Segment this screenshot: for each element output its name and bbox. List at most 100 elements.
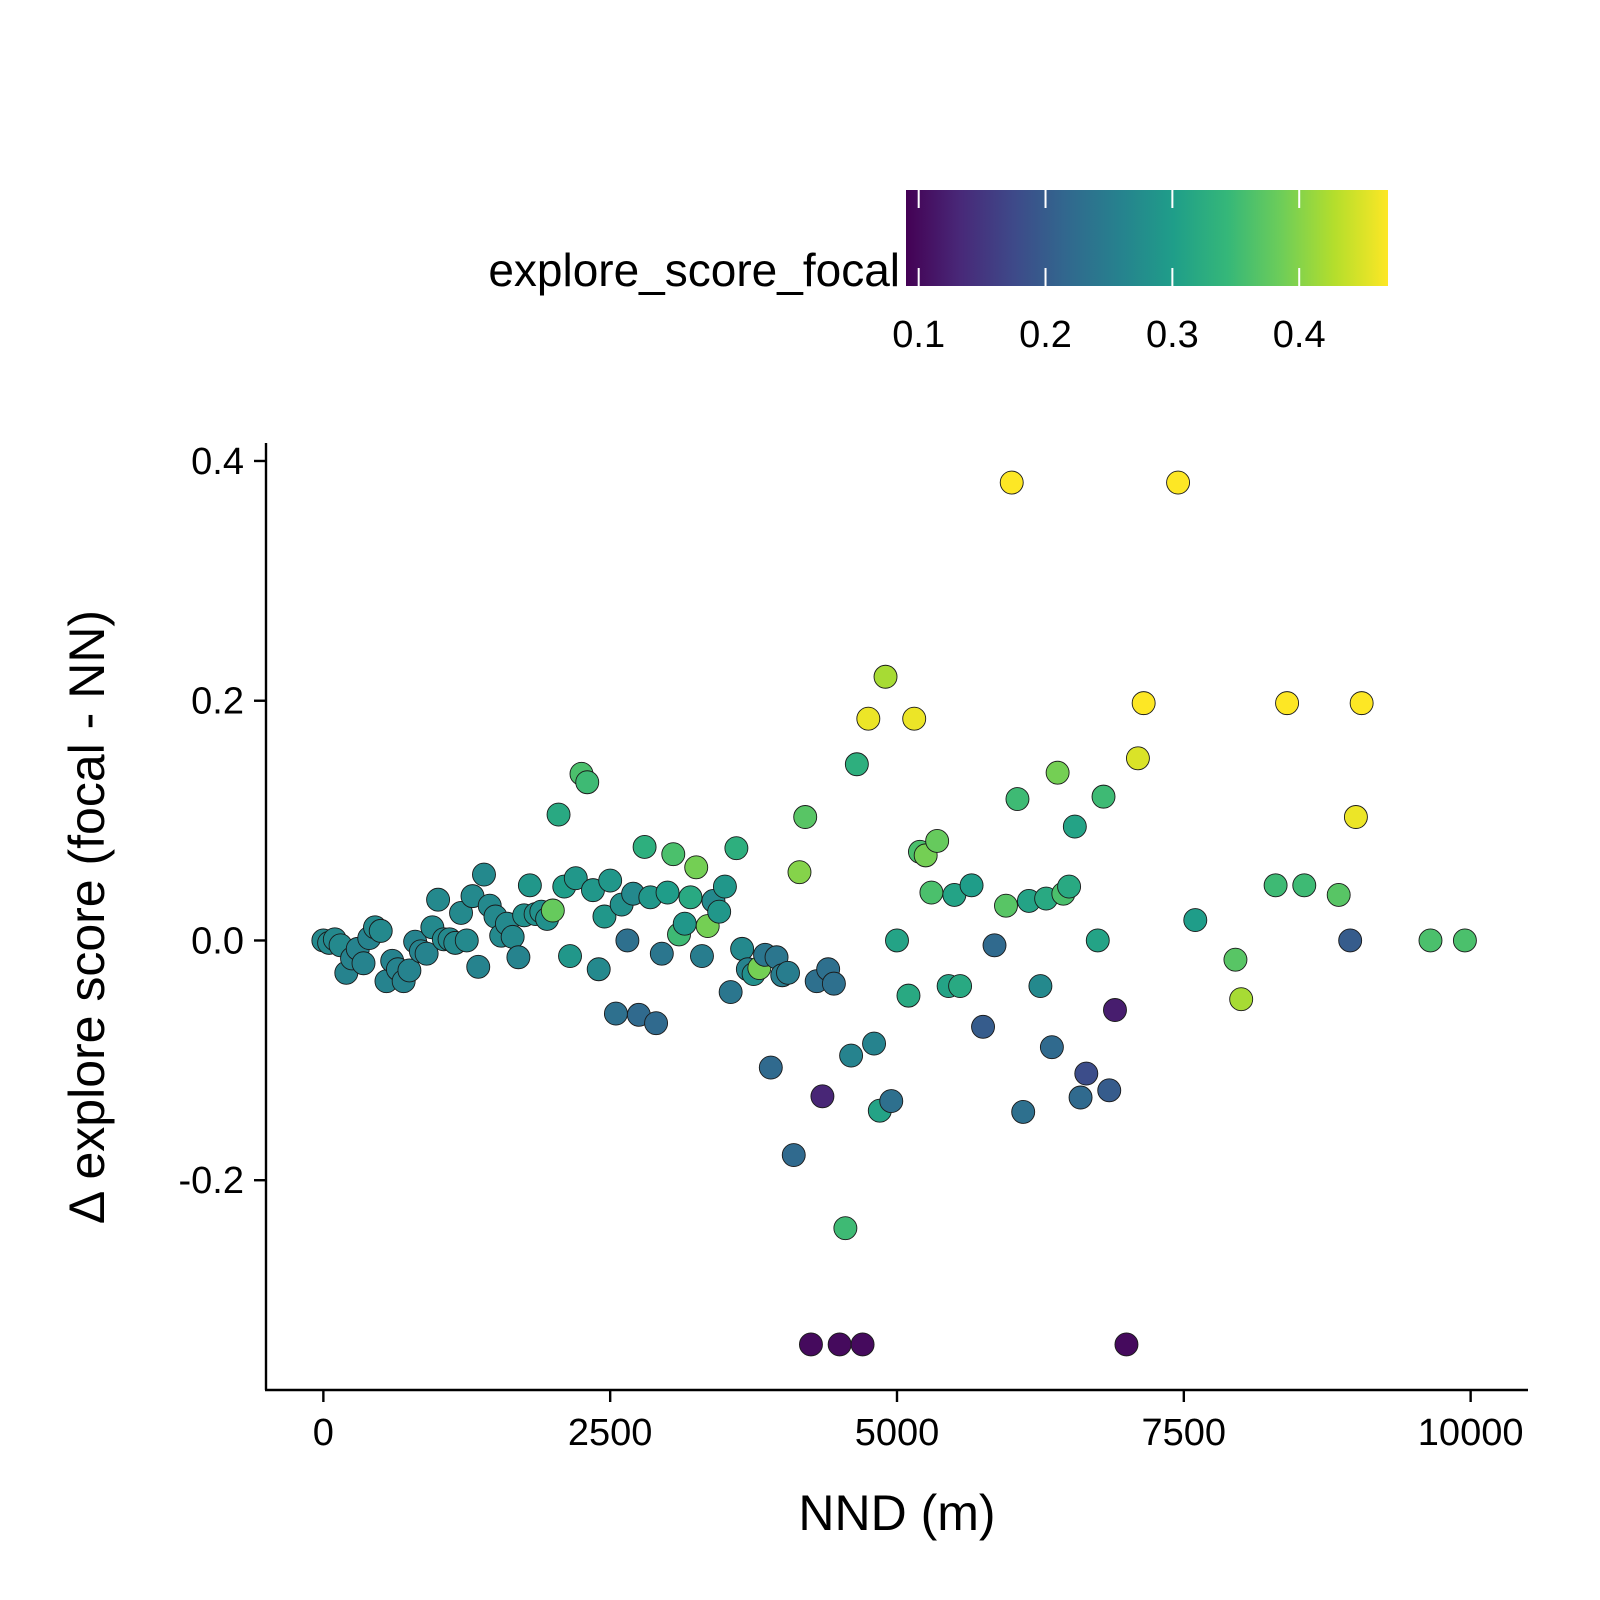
- x-tick-label: 7500: [1142, 1412, 1227, 1454]
- data-point: [1326, 882, 1351, 907]
- data-point: [707, 899, 732, 924]
- data-point: [1091, 784, 1116, 809]
- y-axis-ticks: 0.4 0.2 0.0 -0.2: [179, 441, 266, 1202]
- data-point: [1343, 805, 1368, 829]
- data-point: [684, 855, 709, 880]
- data-point: [1229, 987, 1254, 1012]
- data-point: [844, 752, 869, 777]
- data-point: [1292, 873, 1317, 898]
- data-point: [449, 900, 473, 925]
- data-point: [1097, 1078, 1122, 1103]
- data-point: [799, 1332, 823, 1357]
- data-point: [644, 1011, 669, 1036]
- data-point: [592, 904, 617, 929]
- data-point: [948, 974, 973, 998]
- data-point: [1223, 947, 1248, 972]
- x-axis-ticks: 0 2500 5000 7500 10000: [313, 1390, 1524, 1454]
- data-point: [517, 873, 542, 898]
- legend-title: explore_score_focal: [488, 244, 900, 296]
- data-point: [971, 1014, 995, 1039]
- data-point: [776, 960, 800, 985]
- data-point: [718, 980, 743, 1004]
- data-point: [500, 924, 525, 949]
- legend-tick-label: 0.4: [1273, 314, 1326, 356]
- data-point: [1005, 787, 1030, 811]
- data-point: [1011, 1099, 1036, 1124]
- legend-colorbar: [906, 190, 1388, 286]
- data-point: [472, 862, 496, 887]
- data-point: [1263, 873, 1288, 898]
- data-point: [1039, 1035, 1064, 1060]
- data-point: [850, 1332, 875, 1357]
- data-point: [862, 1031, 887, 1056]
- data-point: [546, 802, 571, 827]
- x-tick-label: 10000: [1418, 1412, 1524, 1454]
- data-point: [632, 835, 657, 859]
- data-point: [873, 664, 898, 689]
- y-tick-label: 0.0: [191, 920, 244, 962]
- data-point: [1125, 746, 1150, 771]
- data-point: [655, 880, 680, 905]
- data-point: [919, 880, 944, 905]
- data-point: [466, 954, 491, 979]
- data-point: [426, 887, 451, 912]
- data-point: [1068, 1085, 1093, 1110]
- legend-ticks: 0.1 0.2 0.3 0.4: [892, 190, 1326, 356]
- data-point: [558, 944, 582, 969]
- data-point: [1074, 1061, 1099, 1086]
- data-point: [902, 706, 927, 731]
- data-point: [1166, 470, 1191, 495]
- data-point: [661, 842, 686, 867]
- data-point: [810, 1084, 835, 1109]
- data-point: [856, 706, 881, 731]
- data-point: [787, 860, 812, 885]
- data-point: [827, 1332, 852, 1357]
- data-point: [1062, 814, 1087, 839]
- data-point: [885, 928, 909, 953]
- x-axis-title: NND (m): [798, 1485, 995, 1541]
- data-point: [397, 958, 422, 983]
- data-point: [1183, 908, 1208, 933]
- y-axis-title: Δ explore score (focal - NN): [59, 610, 115, 1224]
- data-point: [1275, 691, 1300, 716]
- data-point: [1131, 691, 1156, 716]
- legend-tick-label: 0.2: [1019, 314, 1072, 356]
- data-point: [598, 868, 623, 893]
- data-point: [724, 836, 749, 861]
- axes: 0 2500 5000 7500 10000 0.4 0.2 0.0 -0.2: [179, 441, 1528, 1454]
- data-point: [506, 945, 531, 970]
- data-point: [414, 941, 439, 966]
- data-point: [1349, 691, 1374, 716]
- x-tick-label: 2500: [568, 1412, 653, 1454]
- data-point: [672, 911, 697, 936]
- data-point: [1085, 928, 1110, 953]
- x-tick-label: 0: [313, 1412, 334, 1454]
- data-point: [982, 933, 1007, 958]
- data-point: [1114, 1332, 1139, 1357]
- data-point: [758, 1055, 783, 1080]
- data-point: [994, 893, 1018, 918]
- data-point: [781, 1143, 806, 1167]
- x-tick-label: 5000: [855, 1412, 940, 1454]
- data-point: [999, 470, 1024, 495]
- data-point: [1338, 928, 1363, 953]
- data-point: [712, 874, 737, 899]
- data-point: [454, 928, 479, 953]
- data-point: [821, 971, 846, 996]
- data-point: [879, 1089, 904, 1114]
- data-point: [925, 829, 950, 853]
- color-legend: explore_score_focal 0.1 0.2 0.3 0.4: [488, 190, 1388, 356]
- data-points: [311, 470, 1477, 1357]
- data-point: [1045, 760, 1070, 785]
- data-point: [896, 983, 921, 1008]
- data-point: [368, 918, 393, 943]
- data-point: [1418, 928, 1443, 953]
- data-point: [575, 770, 600, 795]
- data-point: [690, 944, 714, 969]
- y-tick-label: 0.4: [191, 441, 244, 483]
- data-point: [730, 936, 755, 961]
- data-point: [839, 1043, 864, 1068]
- data-point: [563, 866, 588, 891]
- data-point: [1103, 998, 1127, 1022]
